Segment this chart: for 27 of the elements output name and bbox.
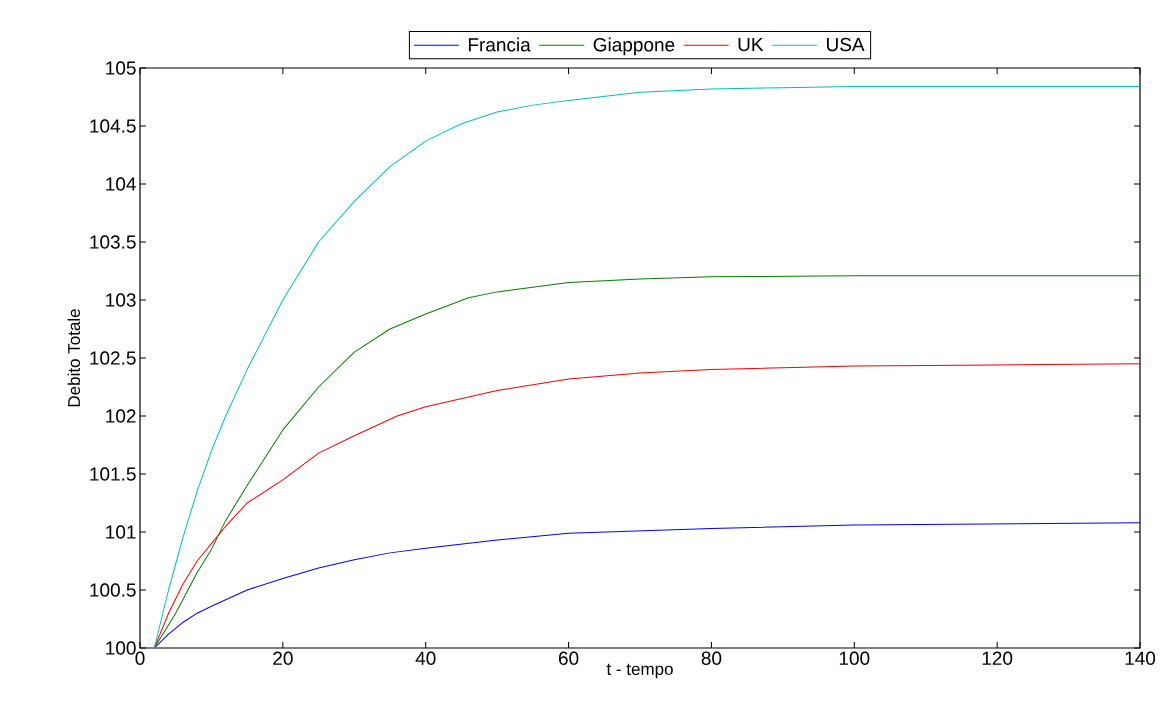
x-tick-label: 100 — [839, 651, 870, 665]
y-tick-label: 105 — [106, 61, 136, 75]
line-series — [153, 275, 1140, 648]
x-tick-label: 40 — [415, 651, 436, 665]
y-tick-label: 103 — [106, 293, 136, 307]
y-tick-label: 100 — [106, 641, 136, 655]
legend-label: Giappone — [593, 37, 675, 56]
y-tick-label: 100.5 — [90, 583, 136, 597]
x-tick-label: 140 — [1125, 651, 1156, 665]
x-tick-label: 0 — [135, 651, 145, 665]
y-tick-label: 102.5 — [90, 351, 136, 365]
y-tick-label: 101.5 — [90, 467, 136, 481]
y-tick-label: 101 — [106, 525, 136, 539]
y-tick-label: 102 — [106, 409, 136, 423]
x-axis-title: t - tempo — [606, 663, 673, 679]
legend-label: USA — [827, 37, 865, 52]
y-axis-title: Debito Totale — [67, 309, 81, 407]
x-tick-label: 120 — [982, 651, 1013, 665]
x-tick-label: 60 — [558, 651, 579, 665]
x-tick-label: 80 — [701, 651, 722, 665]
legend-label: Francia — [468, 37, 531, 52]
line-series — [153, 363, 1140, 648]
y-tick-label: 103.5 — [90, 235, 136, 249]
legend-label: UK — [738, 37, 764, 52]
x-tick-label: 20 — [273, 651, 293, 665]
y-tick-label: 104 — [106, 177, 136, 191]
y-tick-label: 104.5 — [90, 119, 136, 133]
